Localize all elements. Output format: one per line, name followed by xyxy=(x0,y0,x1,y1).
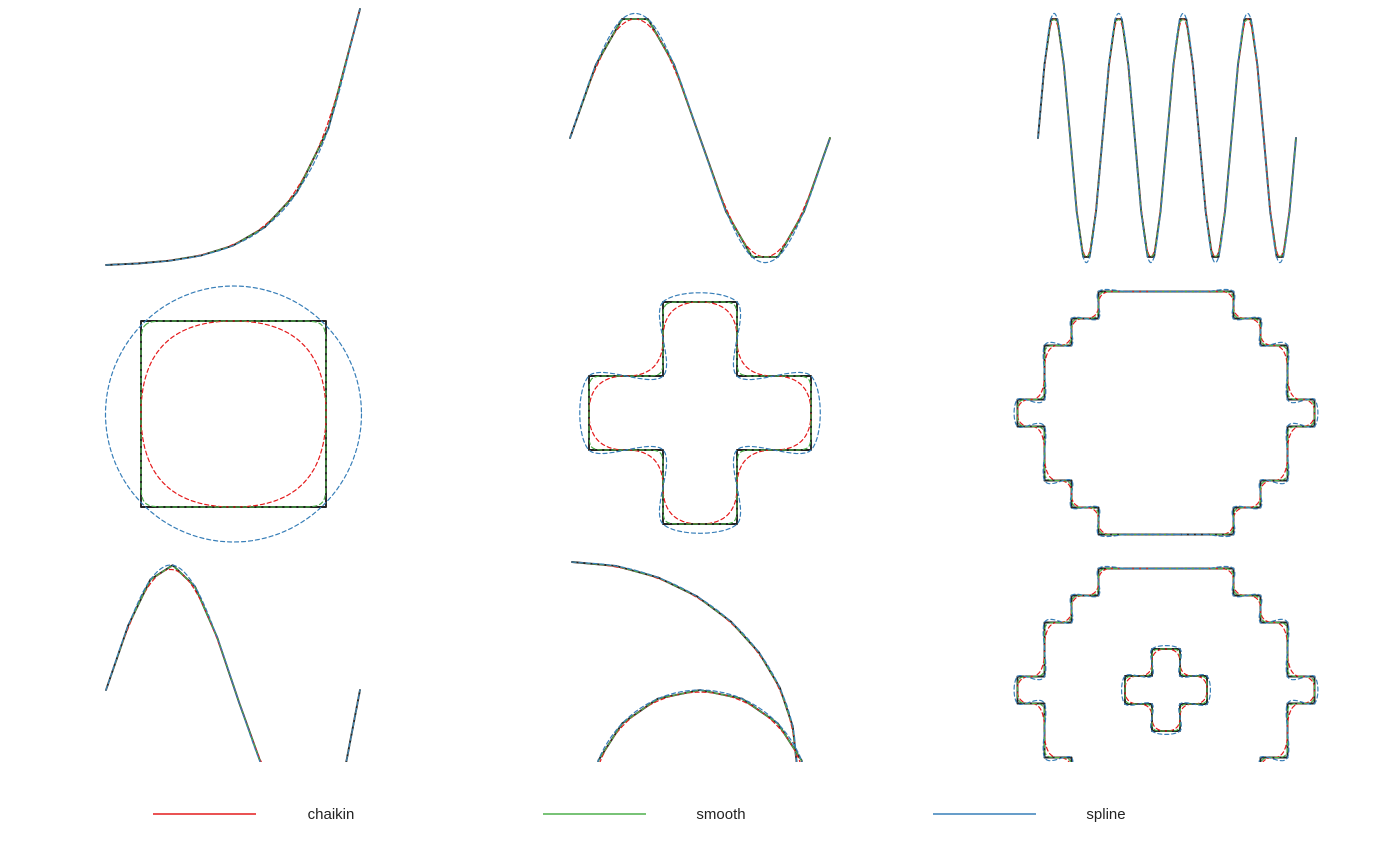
chaikin-curve xyxy=(590,692,810,804)
curve-set xyxy=(1014,290,1318,537)
panel-nested-arcs xyxy=(572,562,810,804)
smooth-curve xyxy=(106,9,360,265)
smooth-curve xyxy=(1018,292,1315,535)
curve-set xyxy=(330,690,361,850)
legend-label-spline: spline xyxy=(1086,806,1125,823)
original-polyline xyxy=(141,321,326,507)
curve-set xyxy=(106,9,360,265)
panel-grid xyxy=(106,9,1318,850)
legend: chaikin smooth spline xyxy=(153,806,1126,823)
original-polyline xyxy=(589,302,811,524)
curve-set xyxy=(1014,567,1318,814)
spline-curve xyxy=(1038,13,1296,262)
smooth-curve xyxy=(589,302,811,524)
smooth-curve xyxy=(1018,569,1315,812)
smooth-curve xyxy=(106,567,306,814)
legend-label-chaikin: chaikin xyxy=(308,806,355,823)
panel-cross xyxy=(580,293,821,534)
legend-label-smooth: smooth xyxy=(696,806,745,823)
original-polyline xyxy=(106,9,360,265)
panel-circle-with-cross xyxy=(1014,567,1318,814)
original-polyline xyxy=(106,565,306,813)
spline-curve xyxy=(572,562,797,766)
curve-set xyxy=(580,293,821,534)
chaikin-curve xyxy=(572,562,797,766)
panel-stepped-circle xyxy=(1014,290,1318,537)
smooth-curve xyxy=(590,691,810,805)
original-polyline xyxy=(1018,292,1315,535)
curve-set xyxy=(1122,646,1211,735)
legend-item-spline: spline xyxy=(933,806,1126,823)
legend-item-chaikin: chaikin xyxy=(153,806,354,823)
curve-set xyxy=(106,565,306,814)
spline-curve xyxy=(1014,290,1318,537)
panel-square xyxy=(106,286,362,542)
curve-set xyxy=(106,286,362,542)
curve-set xyxy=(590,690,810,804)
spline-curve xyxy=(570,13,830,262)
original-polyline xyxy=(1018,569,1315,812)
smooth-curve xyxy=(1125,649,1207,731)
chaikin-curve xyxy=(1125,649,1207,731)
spline-curve xyxy=(1014,567,1318,814)
spline-curve xyxy=(590,690,810,804)
original-polyline xyxy=(330,690,361,850)
chaikin-curve xyxy=(589,302,811,524)
spline-curve xyxy=(1122,646,1211,735)
curve-set xyxy=(570,13,830,262)
chaikin-curve xyxy=(1018,292,1315,535)
original-polyline xyxy=(572,562,797,766)
spline-curve xyxy=(106,286,362,542)
panel-sine-wave xyxy=(570,13,830,262)
panel-zigzag xyxy=(1038,13,1296,262)
chaikin-curve xyxy=(106,570,306,814)
original-polyline xyxy=(1125,649,1207,731)
smooth-curve xyxy=(141,321,326,507)
chaikin-curve xyxy=(1018,569,1315,812)
spline-curve xyxy=(580,293,821,534)
panel-exponential-curve xyxy=(106,9,360,265)
legend-item-smooth: smooth xyxy=(543,806,746,823)
spline-curve xyxy=(106,9,360,265)
chaikin-curve xyxy=(106,9,360,265)
curve-set xyxy=(1038,13,1296,262)
original-polyline xyxy=(590,690,810,804)
chaikin-curve xyxy=(141,321,326,507)
spline-curve xyxy=(106,565,306,814)
smooth-curve xyxy=(572,562,797,766)
curve-set xyxy=(572,562,797,766)
